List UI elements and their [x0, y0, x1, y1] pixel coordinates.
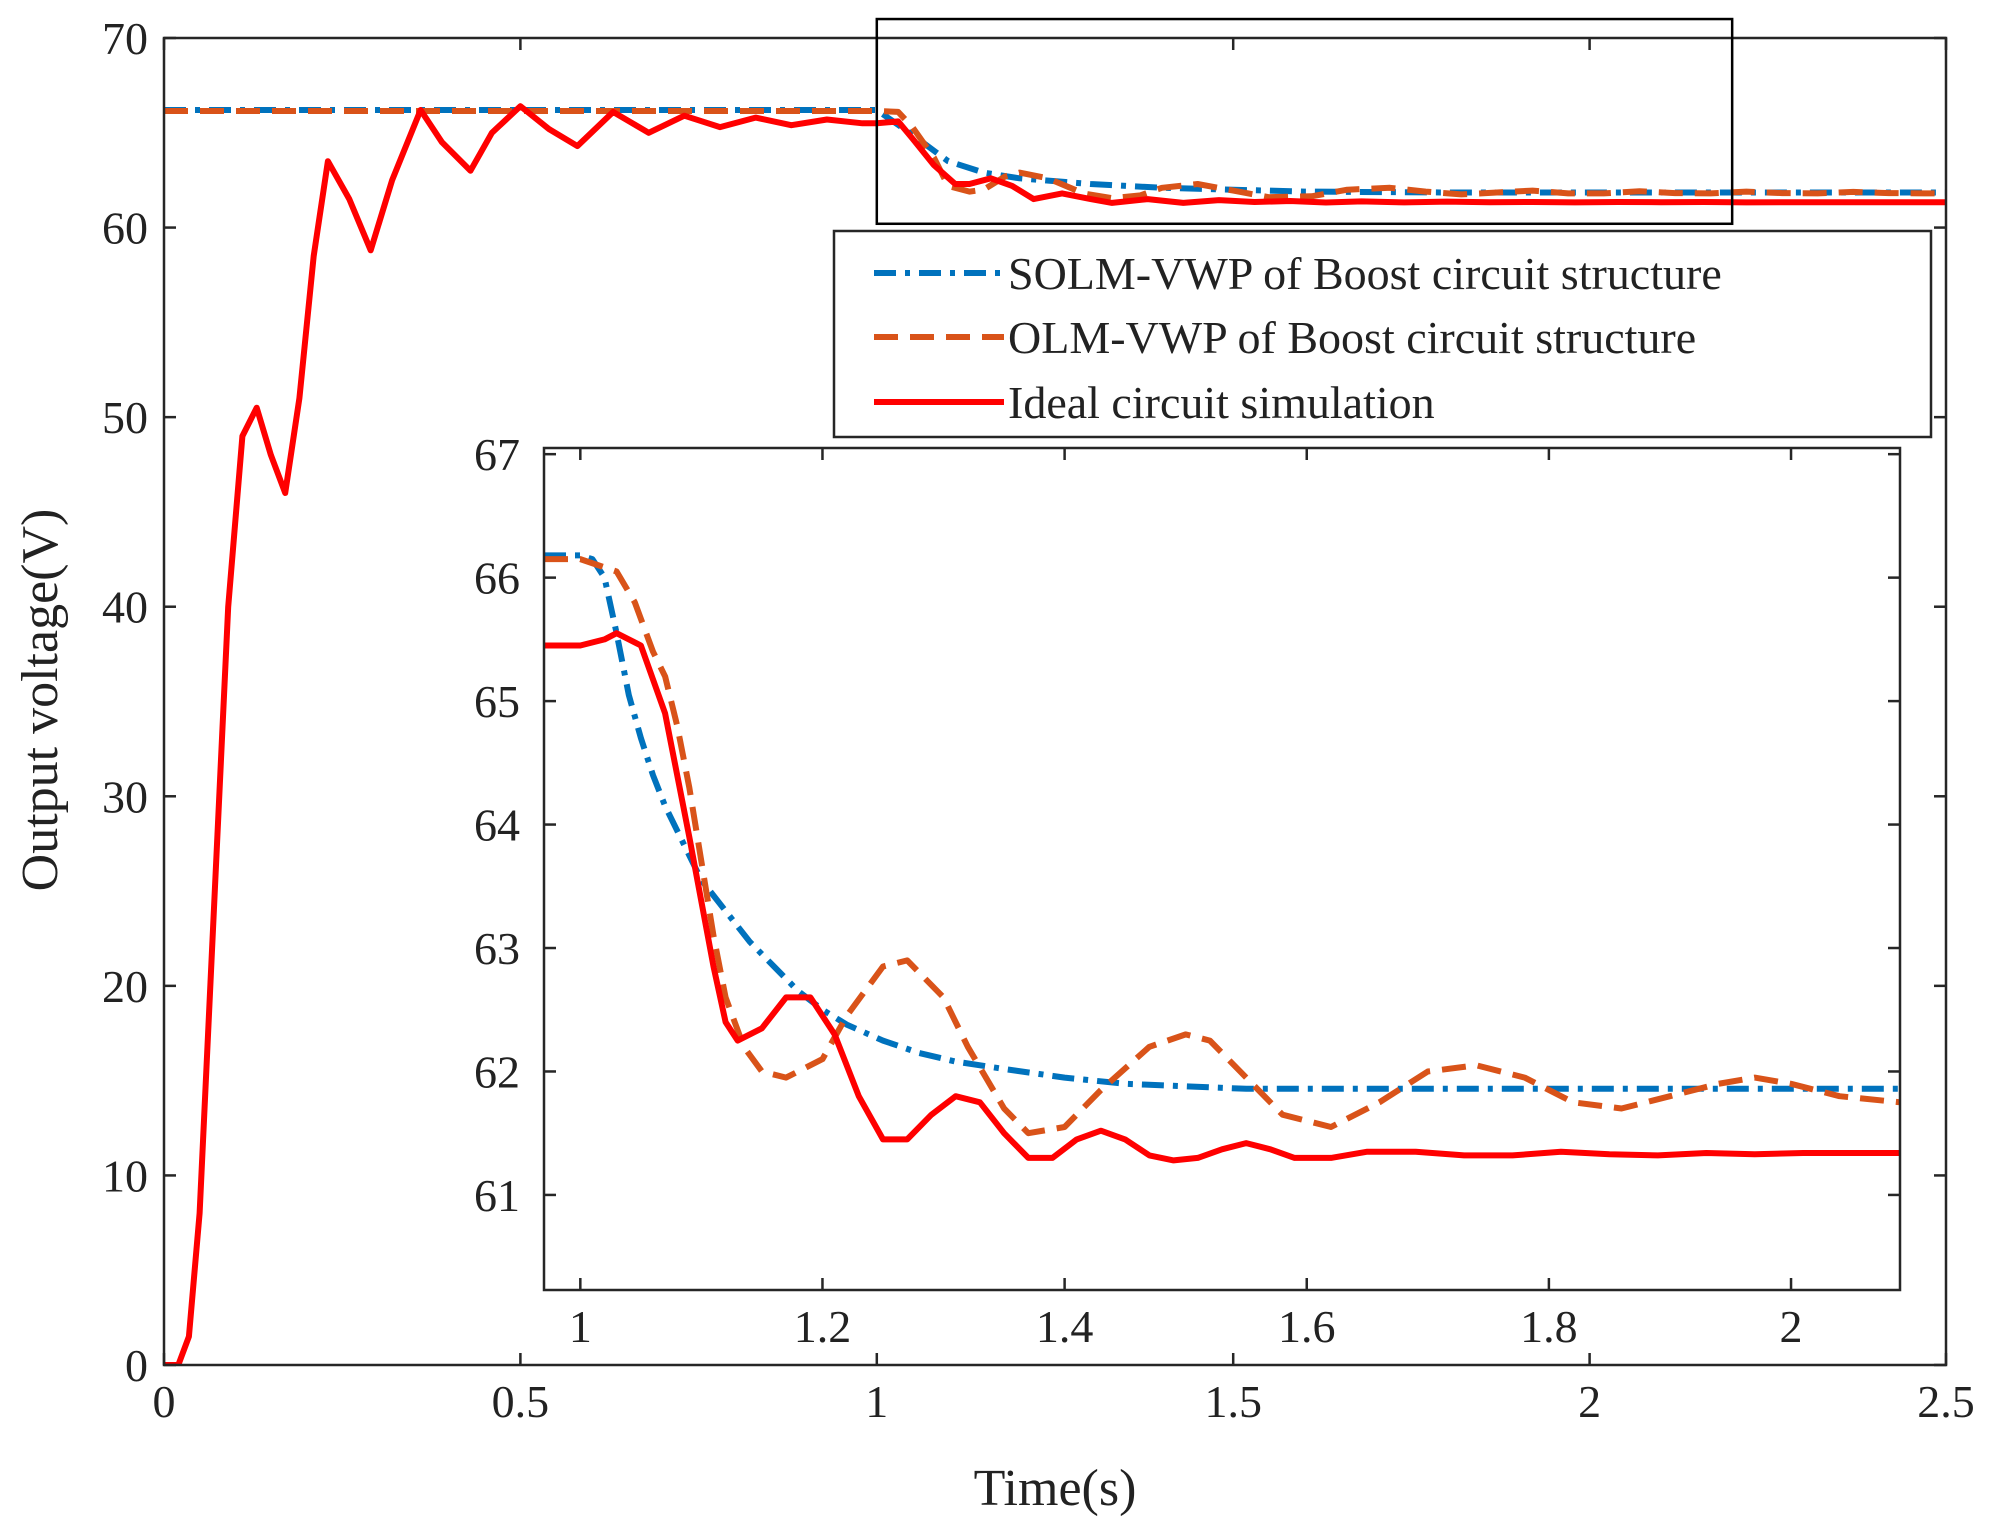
zoom-box — [875, 17, 1734, 226]
main-x-tick-label: 1.5 — [1204, 1376, 1262, 1427]
main-axes-frame — [162, 36, 1948, 1367]
inset-y-tick-label: 61 — [474, 1170, 520, 1221]
legend-entry-ideal: Ideal circuit simulation — [874, 377, 1435, 428]
inset-y-tick-label: 65 — [474, 676, 520, 727]
y-axis-title: Output voltage(V) — [12, 509, 69, 892]
inset-y-tick-label: 64 — [474, 800, 520, 851]
legend-label-solm: SOLM-VWP of Boost circuit structure — [1008, 248, 1722, 299]
inset-x-tick-label: 1.6 — [1278, 1301, 1336, 1352]
inset-x-tick-label: 1.2 — [794, 1301, 852, 1352]
main-y-tick-label: 30 — [102, 771, 148, 822]
inset-series-group — [544, 552, 1900, 1164]
inset-series-line-ideal-circuit-simulation — [544, 630, 1900, 1164]
inset-x-tick-label: 1.8 — [1520, 1301, 1578, 1352]
main-y-tick-label: 0 — [125, 1340, 148, 1391]
inset-series-line-olm-vwp-of-boost-circuit-structure — [544, 556, 1900, 1137]
legend-entry-solm: SOLM-VWP of Boost circuit structure — [874, 248, 1722, 299]
inset-y-tick-label: 62 — [474, 1046, 520, 1097]
inset-ticks-group: 1 1.2 1.4 1.6 1.8 2 61 62 63 64 65 66 67 — [474, 429, 1900, 1352]
legend: SOLM-VWP of Boost circuit structure OLM-… — [832, 229, 1933, 439]
inset-background — [544, 448, 1900, 1290]
inset-y-tick-label: 63 — [474, 923, 520, 974]
inset-y-tick-label: 66 — [474, 553, 520, 604]
main-x-tick-label: 0.5 — [492, 1376, 550, 1427]
inset-axes-frame — [542, 446, 1902, 1292]
legend-label-olm: OLM-VWP of Boost circuit structure — [1008, 312, 1696, 363]
main-plot: 0 0.5 1 1.5 2 2.5 0 10 20 30 40 50 60 70 Time(s) Outp… — [12, 13, 1975, 1517]
main-y-tick-label: 60 — [102, 203, 148, 254]
main-x-tick-label: 2 — [1578, 1376, 1601, 1427]
main-y-tick-label: 40 — [102, 582, 148, 633]
inset-x-tick-label: 1.4 — [1036, 1301, 1094, 1352]
inset-x-tick-label: 2 — [1780, 1301, 1803, 1352]
main-x-tick-label: 1 — [865, 1376, 888, 1427]
legend-label-ideal: Ideal circuit simulation — [1008, 377, 1435, 428]
inset-y-tick-label: 67 — [474, 429, 520, 480]
main-ticks-group: 0 0.5 1 1.5 2 2.5 0 10 20 30 40 50 60 70 — [102, 13, 1975, 1427]
inset-x-tick-label: 1 — [569, 1301, 592, 1352]
main-y-tick-label: 20 — [102, 961, 148, 1012]
main-x-tick-label: 0 — [153, 1376, 176, 1427]
legend-entry-olm: OLM-VWP of Boost circuit structure — [874, 312, 1696, 363]
main-y-tick-label: 10 — [102, 1150, 148, 1201]
main-x-tick-label: 2.5 — [1917, 1376, 1975, 1427]
x-axis-title: Time(s) — [974, 1460, 1137, 1517]
main-y-tick-label: 70 — [102, 13, 148, 64]
main-series-line-olm-vwp-of-boost-circuit-structure — [164, 108, 1946, 202]
inset-plot: 1 1.2 1.4 1.6 1.8 2 61 62 63 64 65 66 67 — [474, 429, 1902, 1352]
legend-box — [832, 229, 1933, 439]
main-y-tick-label: 50 — [102, 392, 148, 443]
